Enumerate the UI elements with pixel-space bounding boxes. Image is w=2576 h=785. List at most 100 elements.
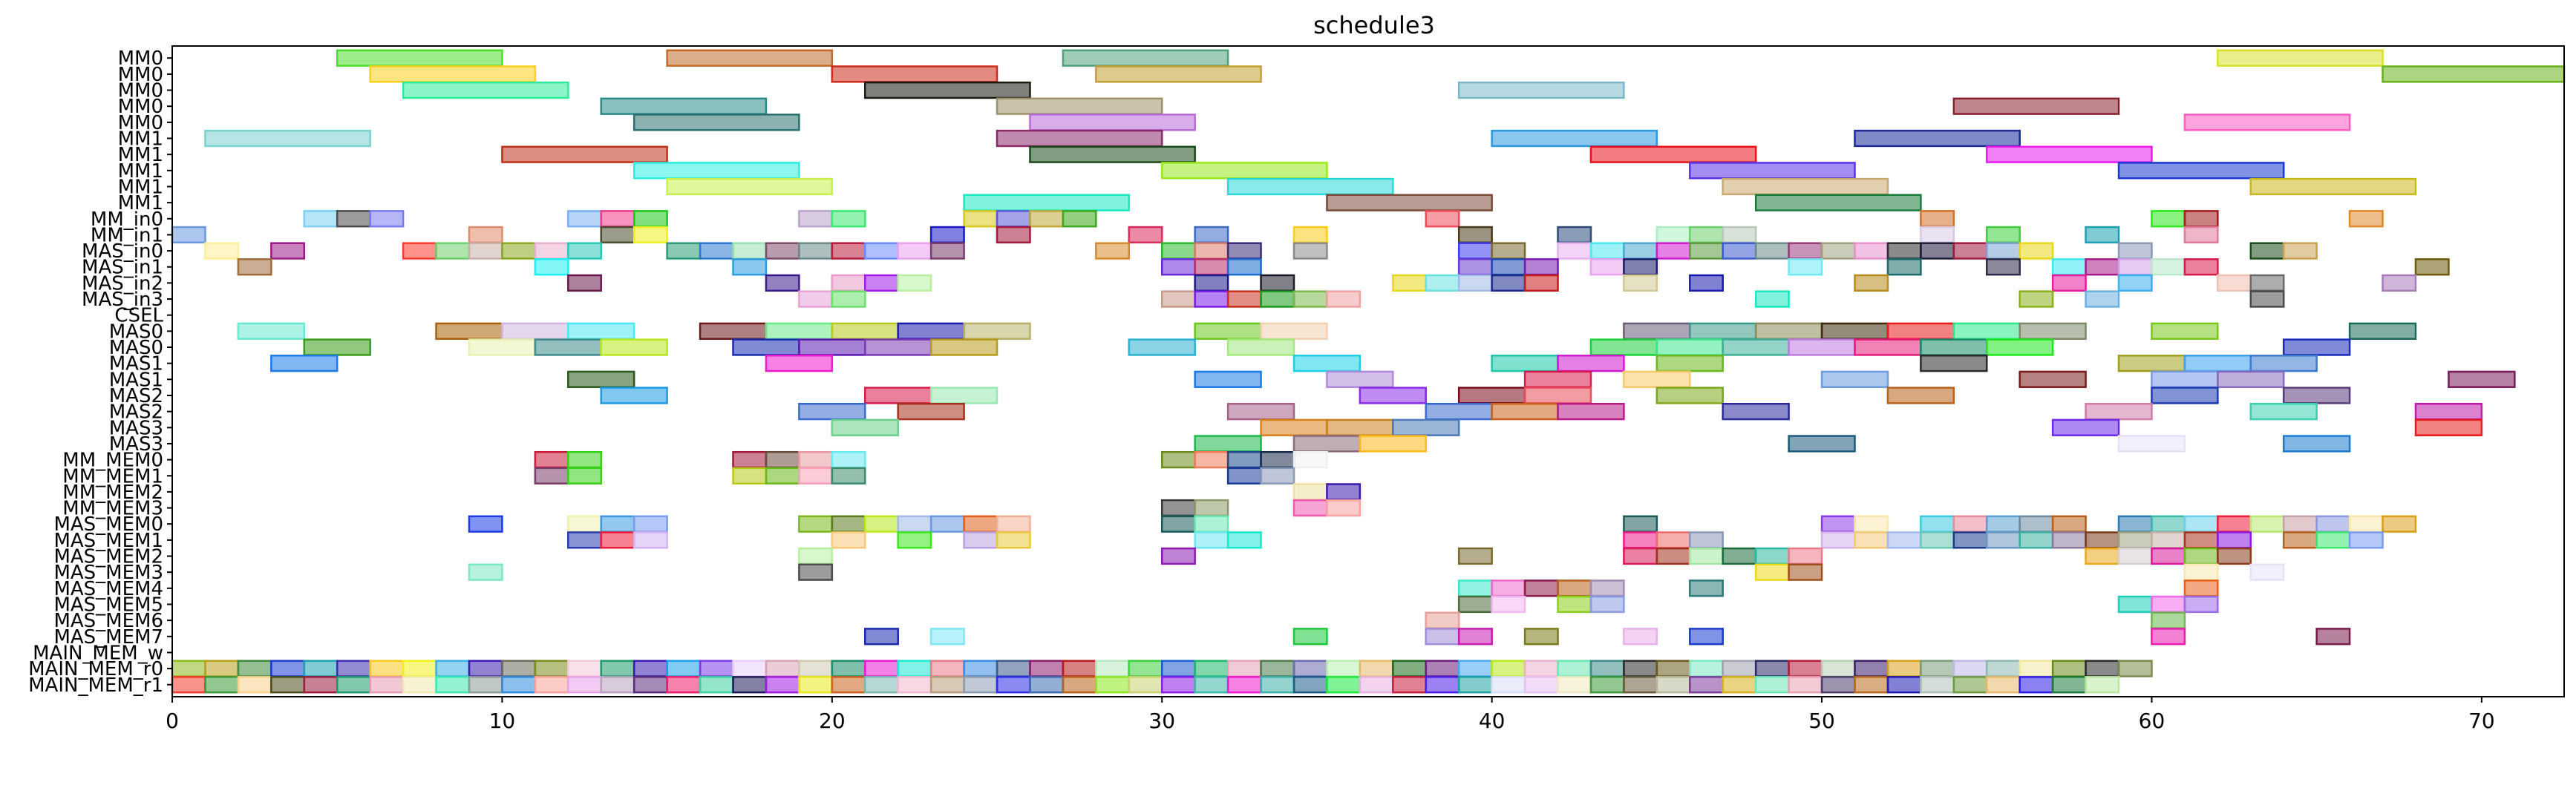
task-bar [1689,242,1724,260]
task-bar [1095,242,1131,260]
task-bar [1292,483,1328,501]
task-bar [831,65,998,83]
row-label: MM0 [118,64,163,86]
task-bar [1029,145,1196,163]
task-bar [1457,628,1493,646]
task-bar [1425,676,1460,694]
task-bar [501,322,569,341]
task-bar [468,676,503,694]
task-bar [1754,194,1922,211]
task-bar [897,531,932,549]
plot-frame [171,45,2565,697]
task-bar [1854,242,1889,260]
task-bar [1160,547,1196,565]
task-bar [2315,628,2351,646]
task-bar [270,355,339,372]
task-bar [1457,579,1493,597]
task-bar [1557,402,1625,421]
task-bar [1326,418,1394,436]
task-bar [1623,660,1658,677]
task-bar [831,515,866,533]
task-bar [929,515,965,533]
row-label: MM0 [118,80,163,102]
task-bar [2085,547,2120,565]
task-bar [1820,242,1856,260]
task-bar [402,676,437,694]
task-bar [1095,676,1131,694]
task-bar [501,242,537,260]
task-bar [632,531,668,549]
task-bar [1623,515,1658,533]
task-bar [1689,579,1724,597]
task-bar [2018,515,2054,533]
task-bar [1457,274,1493,292]
task-bar [1292,355,1361,372]
task-bar [1689,162,1856,180]
task-bar [831,467,866,485]
task-bar [1226,660,1262,677]
task-bar [765,242,800,260]
task-bar [1128,676,1163,694]
task-bar [237,322,306,341]
task-bar [699,242,734,260]
task-bar [963,322,1031,341]
task-bar [1425,660,1460,677]
task-bar [2085,290,2120,308]
task-bar [765,322,834,341]
task-bar [1392,418,1460,436]
task-bar [2249,355,2318,372]
task-bar [1194,435,1262,453]
task-bar [1952,322,2021,341]
task-bar [1029,114,1196,131]
task-bar [1557,660,1592,677]
row-labels: MM0MM0MM0MM0MM0MM1MM1MM1MM1MM1MM_in0MM_i… [28,47,172,697]
task-bar [204,242,240,260]
row-label: MM_in1 [91,224,163,246]
task-bar [1226,402,1295,421]
task-bar [864,660,899,677]
task-bar [468,242,503,260]
task-bar [897,242,932,260]
task-bar [1623,676,1658,694]
task-bar [1523,676,1559,694]
task-bar [864,628,899,646]
task-bar [632,114,800,131]
row-label: MAS0 [109,321,163,343]
task-bar [1722,676,1757,694]
task-bar [1820,370,1889,388]
task-bar [2151,387,2219,404]
task-bar [1820,676,1856,694]
task-bar [435,242,471,260]
task-bar [765,467,800,485]
task-bar [1557,676,1592,694]
task-bar [1689,547,1724,565]
task-bar [1260,467,1295,485]
task-bar [864,676,899,694]
row-label: MAS3 [109,433,163,456]
task-bar [2183,595,2219,614]
task-bar [1128,660,1163,677]
task-bar [1920,531,1955,549]
row-label: MM_MEM1 [62,465,163,487]
row-label: MM0 [118,47,163,70]
task-bar [897,322,965,341]
task-bar [1029,210,1065,228]
task-bar [1920,338,1988,356]
task-bar [1589,145,1757,163]
row-label: MM_in0 [91,208,163,231]
task-bar [1292,676,1328,694]
task-bar [1788,435,1856,453]
task-bar [369,676,405,694]
task-bar [1754,242,1790,260]
task-bar [1655,338,1724,356]
task-bar [732,242,768,260]
task-bar [2217,370,2285,388]
task-bar [1952,531,1988,549]
task-bar [2117,242,2153,260]
task-bar [1589,676,1625,694]
task-bar [1491,129,1658,148]
task-bar [831,242,866,260]
task-bar [996,129,1163,148]
task-bar [1425,611,1460,629]
task-bar [666,49,834,67]
